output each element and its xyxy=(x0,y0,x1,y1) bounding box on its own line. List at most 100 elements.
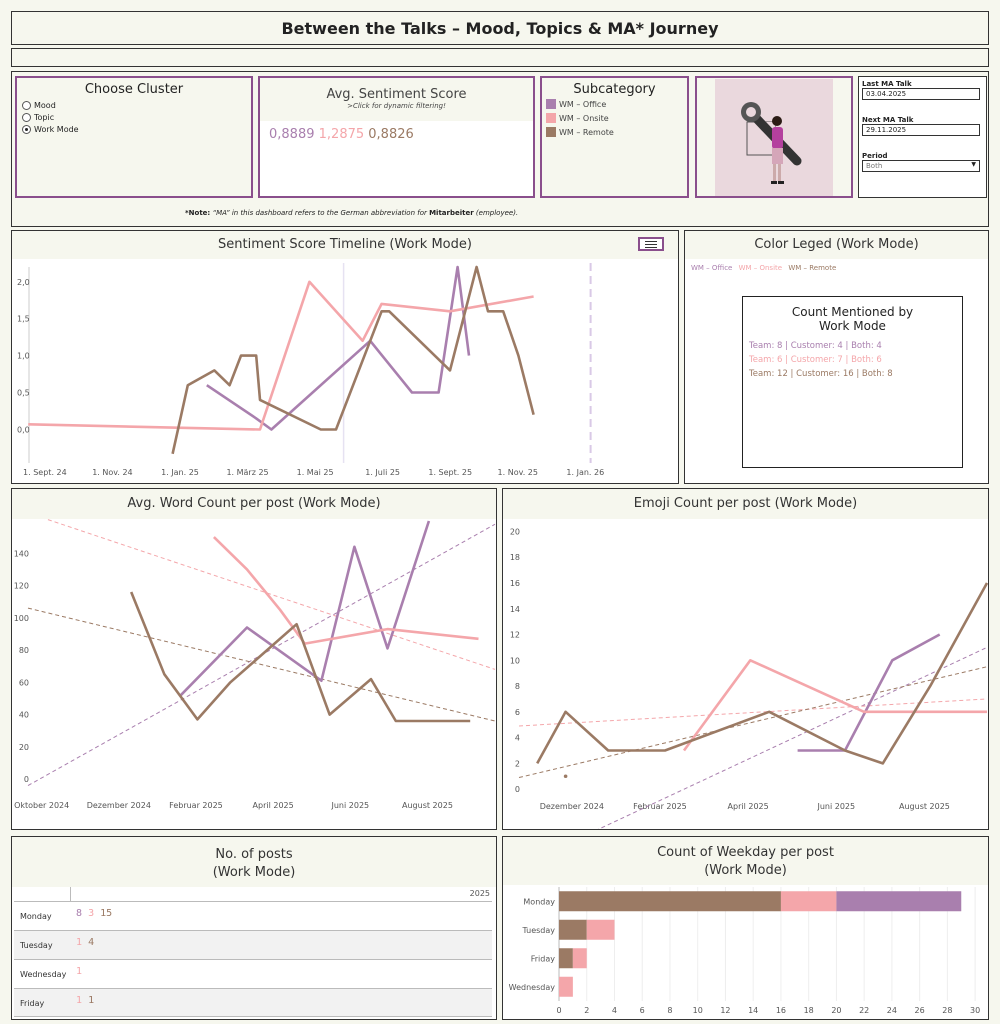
header-bar: Between the Talks – Mood, Topics & MA* J… xyxy=(11,11,989,45)
next-talk-field[interactable]: 29.11.2025 xyxy=(862,124,980,136)
plot-area xyxy=(14,519,496,796)
series-line xyxy=(171,265,535,455)
x-tick-label: Dezember 2024 xyxy=(540,802,604,811)
subcategory-panel: Subcategory WM – Office WM – Onsite WM –… xyxy=(540,76,689,198)
count-mentioned-title-2: Work Mode xyxy=(819,319,886,333)
x-tick-label: Oktober 2024 xyxy=(14,801,69,810)
cluster-title: Choose Cluster xyxy=(84,82,184,97)
row-label: Friday xyxy=(20,999,45,1008)
radio-work-mode[interactable]: Work Mode xyxy=(22,125,251,134)
wordcount-title: Avg. Word Count per post (Work Mode) xyxy=(12,489,496,519)
y-tick-label: Wednesday xyxy=(509,983,556,992)
trend-line xyxy=(27,607,496,722)
plot-area xyxy=(14,259,644,463)
x-tick-label: 4 xyxy=(612,1006,617,1015)
plot-area xyxy=(505,519,988,797)
sentiment-office[interactable]: 0,8889 xyxy=(269,127,315,142)
y-tick-label: 14 xyxy=(510,605,520,614)
y-tick-label: 40 xyxy=(19,711,29,720)
y-tick-label: 100 xyxy=(14,614,29,623)
y-tick-label: 0,0 xyxy=(17,425,30,434)
posts-title-2: (Work Mode) xyxy=(212,865,296,880)
color-legend-onsite: WM – Onsite xyxy=(738,264,783,272)
y-tick-label: Friday xyxy=(531,954,556,963)
wrench-person-illustration-icon xyxy=(715,79,833,196)
weekday-panel: Count of Weekday per post (Work Mode) 0 2… xyxy=(502,836,989,1020)
x-tick-label: April 2025 xyxy=(253,801,294,810)
trend-line xyxy=(518,698,988,727)
menu-icon[interactable] xyxy=(638,237,664,251)
sentiment-title: Avg. Sentiment Score xyxy=(326,87,467,102)
x-tick-label: Juni 2025 xyxy=(816,802,855,811)
sentiment-subtitle: >Click for dynamic filtering! xyxy=(347,102,446,110)
sentiment-remote[interactable]: 0,8826 xyxy=(368,127,414,142)
radio-icon xyxy=(22,113,31,122)
emoji-title: Emoji Count per post (Work Mode) xyxy=(503,489,988,519)
period-label: Period xyxy=(862,152,888,160)
cell-value: 1 xyxy=(76,966,83,977)
period-select[interactable]: Both ▼ xyxy=(862,160,980,172)
x-tick-label: 30 xyxy=(970,1006,980,1015)
page-title: Between the Talks – Mood, Topics & MA* J… xyxy=(281,18,719,38)
cell-value: 1 xyxy=(76,937,83,948)
cell-value: 15 xyxy=(100,908,113,919)
blank-bar xyxy=(11,48,989,67)
x-tick-label: 16 xyxy=(776,1006,786,1015)
legend-remote[interactable]: WM – Remote xyxy=(546,127,687,137)
x-tick-label: April 2025 xyxy=(728,802,769,811)
legend-onsite[interactable]: WM – Onsite xyxy=(546,113,687,123)
choose-cluster-panel: Choose Cluster Mood Topic Work Mode xyxy=(15,76,253,198)
weekday-title-2: (Work Mode) xyxy=(704,863,787,878)
color-legend-title: Color Leged (Work Mode) xyxy=(685,231,988,259)
weekday-title: Count of Weekday per post (Work Mode) xyxy=(503,837,988,885)
legend-office[interactable]: WM – Office xyxy=(546,99,687,109)
table-row: Monday 8 3 15 xyxy=(14,901,492,930)
y-tick-label: 0 xyxy=(515,785,520,794)
x-tick-label: 18 xyxy=(804,1006,814,1015)
y-tick-label: 6 xyxy=(515,708,520,717)
x-tick-label: 1. Jan. 25 xyxy=(161,468,199,477)
series-line xyxy=(129,591,471,723)
radio-label: Mood xyxy=(34,101,56,110)
emoji-panel: Emoji Count per post (Work Mode) 0 2 4 6 8 10… xyxy=(502,488,989,830)
series-line xyxy=(682,659,987,752)
x-tick-label: Dezember 2024 xyxy=(87,801,151,810)
x-tick-label: 1. Sept. 24 xyxy=(23,468,67,477)
x-tick-label: 1. Nov. 24 xyxy=(92,468,132,477)
x-tick-label: 20 xyxy=(831,1006,841,1015)
wordcount-panel: Avg. Word Count per post (Work Mode) 0 20… xyxy=(11,488,497,830)
y-tick-label: 2,0 xyxy=(17,278,30,287)
radio-mood[interactable]: Mood xyxy=(22,101,251,110)
x-tick-label: August 2025 xyxy=(899,802,950,811)
last-talk-label: Last MA Talk xyxy=(862,80,912,88)
weekday-title-1: Count of Weekday per post xyxy=(657,845,834,860)
x-tick-label: 12 xyxy=(720,1006,730,1015)
count-mentioned-box: Count Mentioned by Work Mode Team: 8 | C… xyxy=(742,296,963,468)
color-legend-panel: Color Leged (Work Mode) WM – Office WM –… xyxy=(684,230,989,484)
series-line xyxy=(179,520,431,697)
posts-panel: No. of posts (Work Mode) 2025 Monday 8 3… xyxy=(11,836,497,1020)
y-tick-label: 4 xyxy=(515,734,520,743)
y-tick-label: 80 xyxy=(19,646,29,655)
table-row: Friday 1 1 xyxy=(14,988,492,1017)
color-legend-office: WM – Office xyxy=(691,264,733,272)
last-talk-field[interactable]: 03.04.2025 xyxy=(862,88,980,100)
sentiment-panel[interactable]: Avg. Sentiment Score >Click for dynamic … xyxy=(258,76,535,198)
data-point xyxy=(563,774,568,779)
weekday-chart: 0 2 4 6 8 10 12 14 16 18 20 22 24 26 28 30MondayTuesday… xyxy=(505,885,987,1015)
radio-topic[interactable]: Topic xyxy=(22,113,251,122)
y-tick-label: 120 xyxy=(14,582,29,591)
sentiment-onsite[interactable]: 1,2875 xyxy=(318,127,365,142)
wordcount-chart: 0 20 40 60 80 100 120 140 Oktober 2024 Dezember 2… xyxy=(14,519,496,810)
cell-value: 1 xyxy=(76,995,83,1006)
x-tick-label: 1. Nov. 25 xyxy=(498,468,538,477)
row-label: Wednesday xyxy=(20,970,67,979)
x-tick-label: 22 xyxy=(859,1006,869,1015)
y-tick-label: 20 xyxy=(19,743,29,752)
chevron-down-icon: ▼ xyxy=(971,161,976,168)
count-mentioned-title-1: Count Mentioned by xyxy=(791,305,914,319)
y-tick-label: 16 xyxy=(510,579,520,588)
row-label: Monday xyxy=(20,912,52,921)
bar xyxy=(559,919,587,940)
cell-value: 4 xyxy=(88,937,95,948)
